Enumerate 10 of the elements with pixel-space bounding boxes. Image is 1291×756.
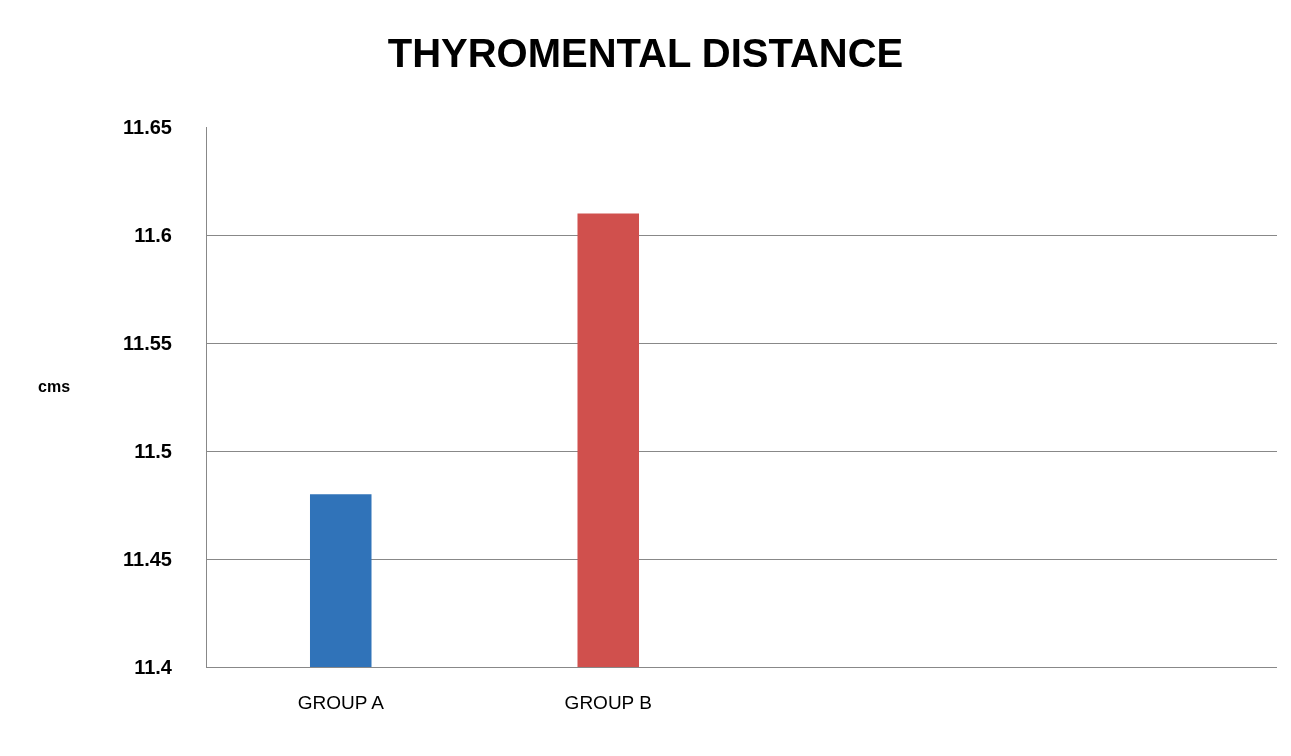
y-tick-label: 11.6 — [134, 224, 172, 246]
y-tick-label: 11.55 — [123, 332, 172, 354]
y-tick-label: 11.45 — [123, 548, 172, 570]
y-tick-label: 11.4 — [134, 656, 173, 678]
chart-title: THYROMENTAL DISTANCE — [387, 30, 904, 75]
x-tick-label: GROUP B — [564, 691, 652, 713]
y-tick-label: 11.65 — [123, 116, 172, 138]
x-tick-label: GROUP A — [297, 691, 385, 713]
y-tick-label: 11.5 — [134, 440, 172, 462]
y-axis-title: cms — [38, 378, 71, 395]
